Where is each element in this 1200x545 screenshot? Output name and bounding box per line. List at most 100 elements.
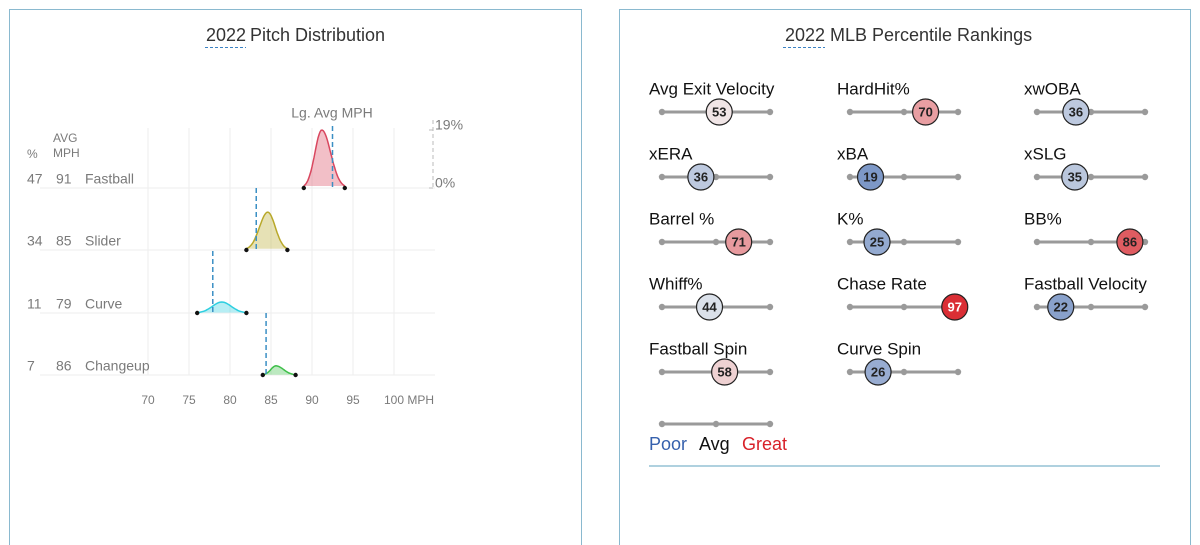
percentile-bubble bbox=[941, 293, 969, 321]
slider-tick bbox=[1087, 108, 1095, 116]
percentile-bubble bbox=[687, 163, 715, 191]
percentile-value: 25 bbox=[870, 234, 884, 249]
slider-tick bbox=[712, 173, 720, 181]
x-tick-label: 80 bbox=[223, 393, 237, 407]
percentile-bubble bbox=[1116, 228, 1144, 256]
metric-name: Barrel % bbox=[649, 209, 714, 228]
percentile-value: 53 bbox=[712, 104, 726, 119]
slider-tick bbox=[1141, 303, 1149, 311]
pitch-pct: 47 bbox=[27, 171, 43, 187]
metric-name: Avg Exit Velocity bbox=[649, 79, 775, 98]
pitch-density-curve bbox=[262, 365, 296, 376]
percentile-value: 19 bbox=[863, 169, 877, 184]
percentile-bubble bbox=[864, 358, 892, 386]
slider-tick bbox=[1087, 303, 1095, 311]
legend-avg: Avg bbox=[699, 434, 730, 454]
percentile-bubble bbox=[695, 293, 724, 321]
percentile-bubble bbox=[1047, 293, 1075, 321]
percentile-bubble bbox=[1062, 98, 1090, 126]
pitch-avg-mph: 86 bbox=[56, 358, 72, 374]
percentile-bubble bbox=[711, 358, 739, 386]
pitch-avg-mph: 91 bbox=[56, 171, 72, 187]
slider-tick bbox=[658, 173, 666, 181]
slider-tick bbox=[658, 238, 666, 246]
x-tick-label: 85 bbox=[264, 393, 278, 407]
pitch-density-curve bbox=[246, 211, 288, 250]
slider-tick bbox=[900, 173, 908, 181]
slider-tick bbox=[766, 238, 774, 246]
metric-name: xERA bbox=[649, 144, 693, 163]
density-tick-label: 19% bbox=[435, 117, 463, 133]
metric-name: HardHit% bbox=[837, 79, 910, 98]
legend-poor: Poor bbox=[649, 434, 687, 454]
slider-tick bbox=[900, 303, 908, 311]
panel-title: Pitch Distribution bbox=[250, 25, 385, 45]
slider-tick bbox=[846, 238, 854, 246]
pitch-avg-mph: 85 bbox=[56, 233, 72, 249]
metric-name: K% bbox=[837, 209, 863, 228]
slider-tick bbox=[846, 303, 854, 311]
metric-name: xSLG bbox=[1024, 144, 1067, 163]
pitch-density-curve bbox=[197, 301, 247, 314]
slider-tick bbox=[766, 368, 774, 376]
range-min-dot bbox=[244, 247, 249, 253]
slider-tick bbox=[1087, 173, 1095, 181]
percentile-panel bbox=[619, 9, 1191, 545]
x-tick-label: 75 bbox=[182, 393, 196, 407]
pitch-panel bbox=[9, 9, 582, 545]
range-max-dot bbox=[285, 247, 290, 253]
percentile-value: 70 bbox=[918, 104, 932, 119]
percentile-value: 86 bbox=[1123, 234, 1137, 249]
x-tick-label: 70 bbox=[141, 393, 155, 407]
slider-tick bbox=[900, 368, 908, 376]
slider-tick bbox=[658, 303, 666, 311]
slider-tick bbox=[954, 173, 962, 181]
slider-tick bbox=[954, 238, 962, 246]
percentile-value: 35 bbox=[1068, 169, 1082, 184]
avg-header: MPH bbox=[53, 146, 80, 160]
slider-tick bbox=[658, 420, 666, 428]
slider-tick bbox=[712, 238, 720, 246]
metric-name: Whiff% bbox=[649, 274, 703, 293]
avg-header: AVG bbox=[53, 131, 77, 145]
slider-tick bbox=[954, 108, 962, 116]
slider-tick bbox=[846, 368, 854, 376]
percentile-value: 36 bbox=[1069, 104, 1083, 119]
metric-name: Fastball Velocity bbox=[1024, 274, 1147, 293]
percentile-value: 26 bbox=[871, 364, 885, 379]
metric-name: Fastball Spin bbox=[649, 339, 747, 358]
slider-tick bbox=[1087, 238, 1095, 246]
x-tick-label: 100 MPH bbox=[384, 393, 434, 407]
slider-tick bbox=[846, 108, 854, 116]
range-min-dot bbox=[260, 372, 265, 378]
pitch-density-fill bbox=[303, 130, 345, 186]
slider-tick bbox=[766, 420, 774, 428]
percentile-value: 22 bbox=[1054, 299, 1068, 314]
slider-tick bbox=[1141, 108, 1149, 116]
range-max-dot bbox=[244, 310, 249, 316]
slider-tick bbox=[1033, 238, 1041, 246]
metric-name: Curve Spin bbox=[837, 339, 921, 358]
slider-tick bbox=[1141, 238, 1149, 246]
x-tick-label: 95 bbox=[346, 393, 360, 407]
percentile-value: 44 bbox=[702, 299, 717, 314]
slider-tick bbox=[900, 108, 908, 116]
metric-name: xBA bbox=[837, 144, 869, 163]
slider-tick bbox=[1033, 108, 1041, 116]
panel-title: MLB Percentile Rankings bbox=[830, 25, 1032, 45]
slider-tick bbox=[658, 368, 666, 376]
metric-name: xwOBA bbox=[1024, 79, 1081, 98]
pitch-pct: 34 bbox=[27, 233, 43, 249]
percentile-bubble bbox=[911, 98, 940, 126]
pitch-pct: 11 bbox=[27, 296, 42, 312]
slider-tick bbox=[766, 108, 774, 116]
slider-tick bbox=[766, 303, 774, 311]
range-min-dot bbox=[195, 310, 200, 316]
percentile-bubble bbox=[705, 98, 733, 126]
metric-name: BB% bbox=[1024, 209, 1062, 228]
percentile-value: 58 bbox=[717, 364, 731, 379]
pitch-avg-mph: 79 bbox=[56, 296, 72, 312]
slider-tick bbox=[766, 173, 774, 181]
metric-name: Chase Rate bbox=[837, 274, 927, 293]
x-tick-label: 90 bbox=[305, 393, 319, 407]
